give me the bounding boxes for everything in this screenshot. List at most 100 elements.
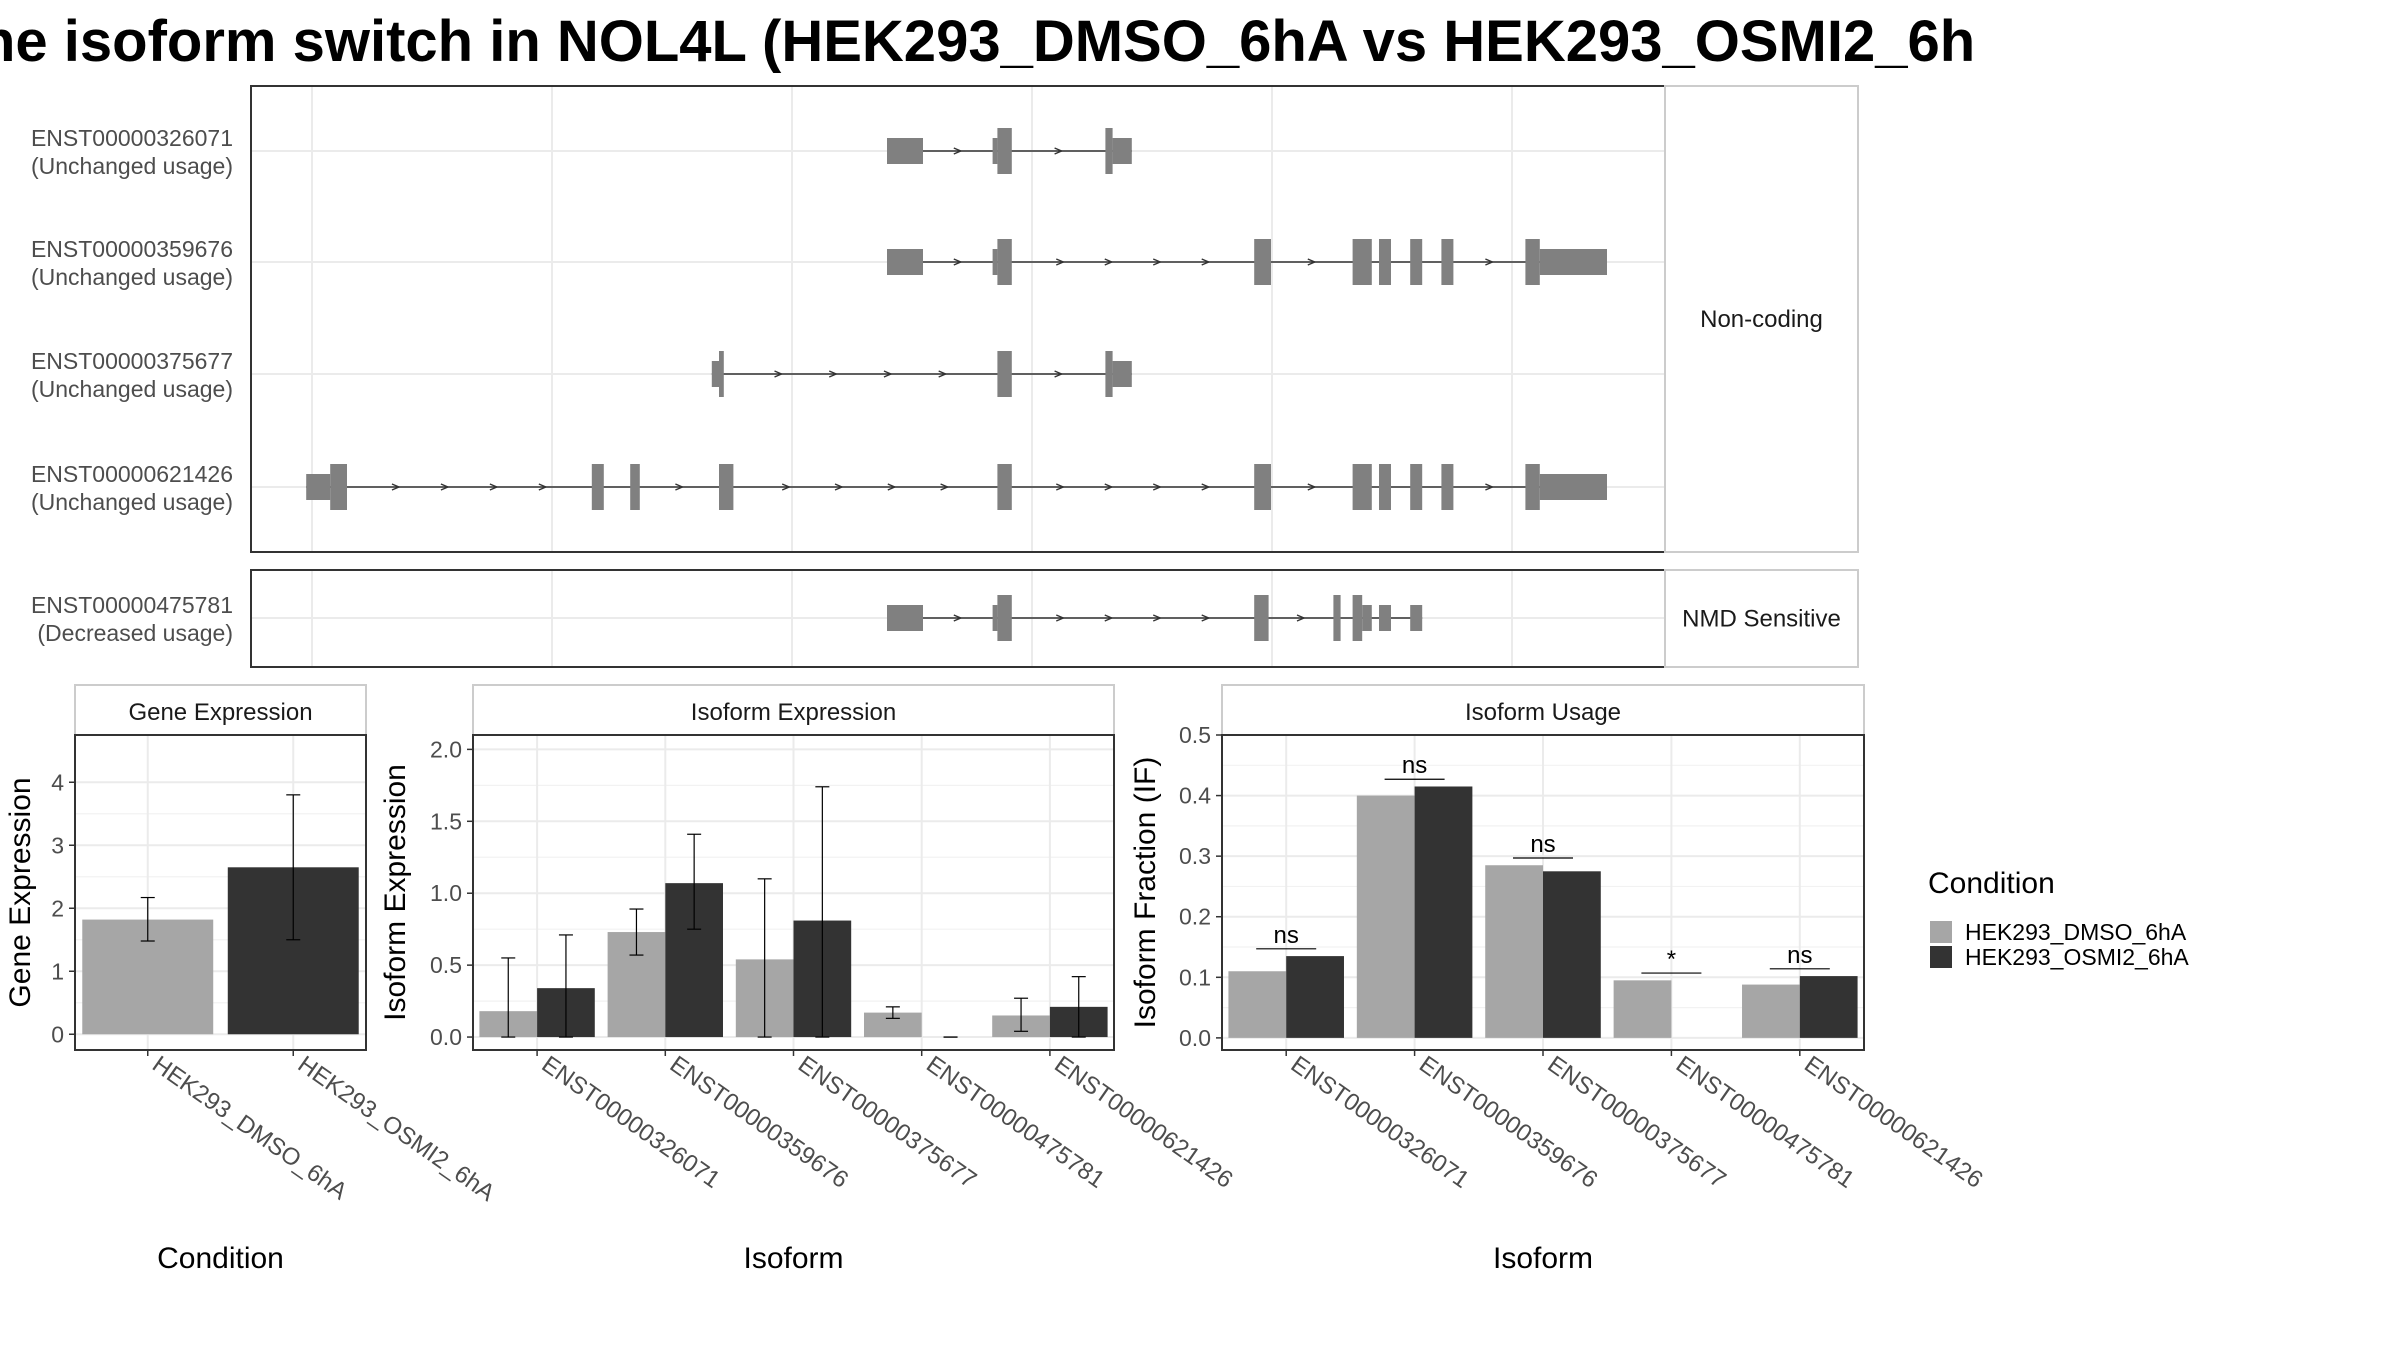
exon — [1352, 464, 1372, 510]
y-tick-label: 0.2 — [1179, 904, 1211, 930]
exon — [1254, 464, 1271, 510]
y-tick-label: 1 — [51, 958, 64, 984]
exon — [1112, 361, 1132, 387]
usage-label: (Unchanged usage) — [31, 489, 233, 515]
exon — [306, 474, 331, 500]
significance-label: ns — [1274, 922, 1299, 949]
usage-label: (Unchanged usage) — [31, 376, 233, 402]
exon — [887, 605, 923, 631]
direction-arrow — [953, 258, 963, 266]
panel-title: Gene Expression — [128, 699, 312, 726]
transcript-label: ENST00000621426 — [31, 461, 233, 487]
exon — [1362, 605, 1372, 631]
exon — [887, 249, 923, 275]
transcript-structure-plot: Non-coding ENST00000326071 (Unchanged usag… — [31, 85, 1859, 668]
direction-arrow — [1104, 258, 1114, 266]
legend-swatch — [1930, 946, 1952, 968]
exon — [1539, 249, 1607, 275]
y-tick-label: 1.5 — [430, 808, 462, 834]
panel-background — [251, 86, 1665, 552]
panel-title: Isoform Expression — [691, 699, 896, 726]
usage-label: (Unchanged usage) — [31, 264, 233, 290]
direction-arrow — [1054, 370, 1064, 378]
exon — [1105, 128, 1113, 174]
exon — [711, 361, 719, 387]
x-axis-title: Condition — [157, 1242, 284, 1275]
direction-arrow — [1054, 147, 1064, 155]
transcript-label: ENST00000326071 — [31, 125, 233, 151]
y-tick-label: 0.5 — [1179, 722, 1211, 748]
legend-entry-label: HEK293_OSMI2_6hA — [1965, 944, 2189, 970]
legend-title: Condition — [1928, 867, 2055, 900]
bar-panel: Isoform Usage 0.0 0.1 0.2 0.3 0.4 0.5 ns ns ns * ns… — [1129, 684, 1988, 1275]
significance-label: ns — [1787, 942, 1812, 969]
direction-arrow — [538, 483, 548, 491]
transcript-ENST00000475781 — [887, 595, 1423, 641]
exon — [1105, 351, 1113, 397]
direction-arrow — [781, 483, 791, 491]
direction-arrow — [834, 483, 844, 491]
direction-arrow — [1056, 614, 1066, 622]
exon — [997, 128, 1012, 174]
bar — [1286, 956, 1344, 1038]
bar — [1414, 786, 1473, 1038]
exon — [992, 605, 998, 631]
exon — [1525, 464, 1540, 510]
y-tick-label: 0.3 — [1179, 843, 1211, 869]
exon — [1441, 464, 1454, 510]
y-tick-label: 0.0 — [1179, 1025, 1211, 1051]
usage-label: (Decreased usage) — [37, 620, 233, 646]
y-tick-label: 0 — [51, 1021, 64, 1047]
exon — [1410, 605, 1423, 631]
exon — [1254, 239, 1271, 285]
exon — [997, 351, 1012, 397]
direction-arrow — [489, 483, 499, 491]
bar — [1543, 871, 1601, 1038]
direction-arrow — [1307, 258, 1317, 266]
bar — [1228, 971, 1287, 1038]
exon — [887, 138, 923, 164]
transcript-ENST00000621426 — [306, 464, 1607, 510]
facet-label: NMD Sensitive — [1682, 606, 1841, 633]
x-axis-title: Isoform — [743, 1242, 843, 1275]
exon — [1441, 239, 1454, 285]
bar — [1799, 976, 1858, 1038]
direction-arrow — [440, 483, 450, 491]
exon — [330, 464, 347, 510]
y-tick-label: 0.4 — [1179, 783, 1211, 809]
exon — [1112, 138, 1132, 164]
direction-arrow — [1201, 483, 1211, 491]
exon — [1379, 605, 1391, 631]
exon — [997, 464, 1012, 510]
direction-arrow — [883, 370, 893, 378]
expression-panels: Gene Expression01234HEK293_DMSO_6hAHEK29… — [4, 684, 1988, 1275]
direction-arrow — [940, 483, 950, 491]
y-axis-title: Isoform Fraction (IF) — [1129, 757, 1162, 1029]
y-tick-label: 4 — [51, 769, 64, 795]
panel-strip — [74, 684, 367, 736]
panel-strip — [1221, 684, 1865, 736]
y-axis-title: Isoform Expression — [379, 764, 412, 1021]
facet-label: Non-coding — [1700, 306, 1823, 333]
exon — [1525, 239, 1540, 285]
direction-arrow — [953, 147, 963, 155]
facet-strip — [1664, 569, 1859, 668]
exon — [992, 249, 998, 275]
exon — [630, 464, 640, 510]
exon — [1254, 595, 1269, 641]
exon — [997, 239, 1012, 285]
direction-arrow — [774, 370, 784, 378]
exon — [1410, 239, 1423, 285]
direction-arrow — [1201, 258, 1211, 266]
transcript-label: ENST00000375677 — [31, 348, 233, 374]
panel-strip — [472, 684, 1115, 736]
bar-panel: Isoform Expression0.00.51.01.52.0ENST000… — [379, 684, 1238, 1275]
significance-label: * — [1667, 946, 1676, 973]
significance-label: ns — [1530, 831, 1555, 858]
exon — [1352, 239, 1372, 285]
direction-arrow — [1296, 614, 1306, 622]
direction-arrow — [675, 483, 685, 491]
transcript-ENST00000359676 — [887, 239, 1607, 285]
direction-arrow — [1104, 614, 1114, 622]
